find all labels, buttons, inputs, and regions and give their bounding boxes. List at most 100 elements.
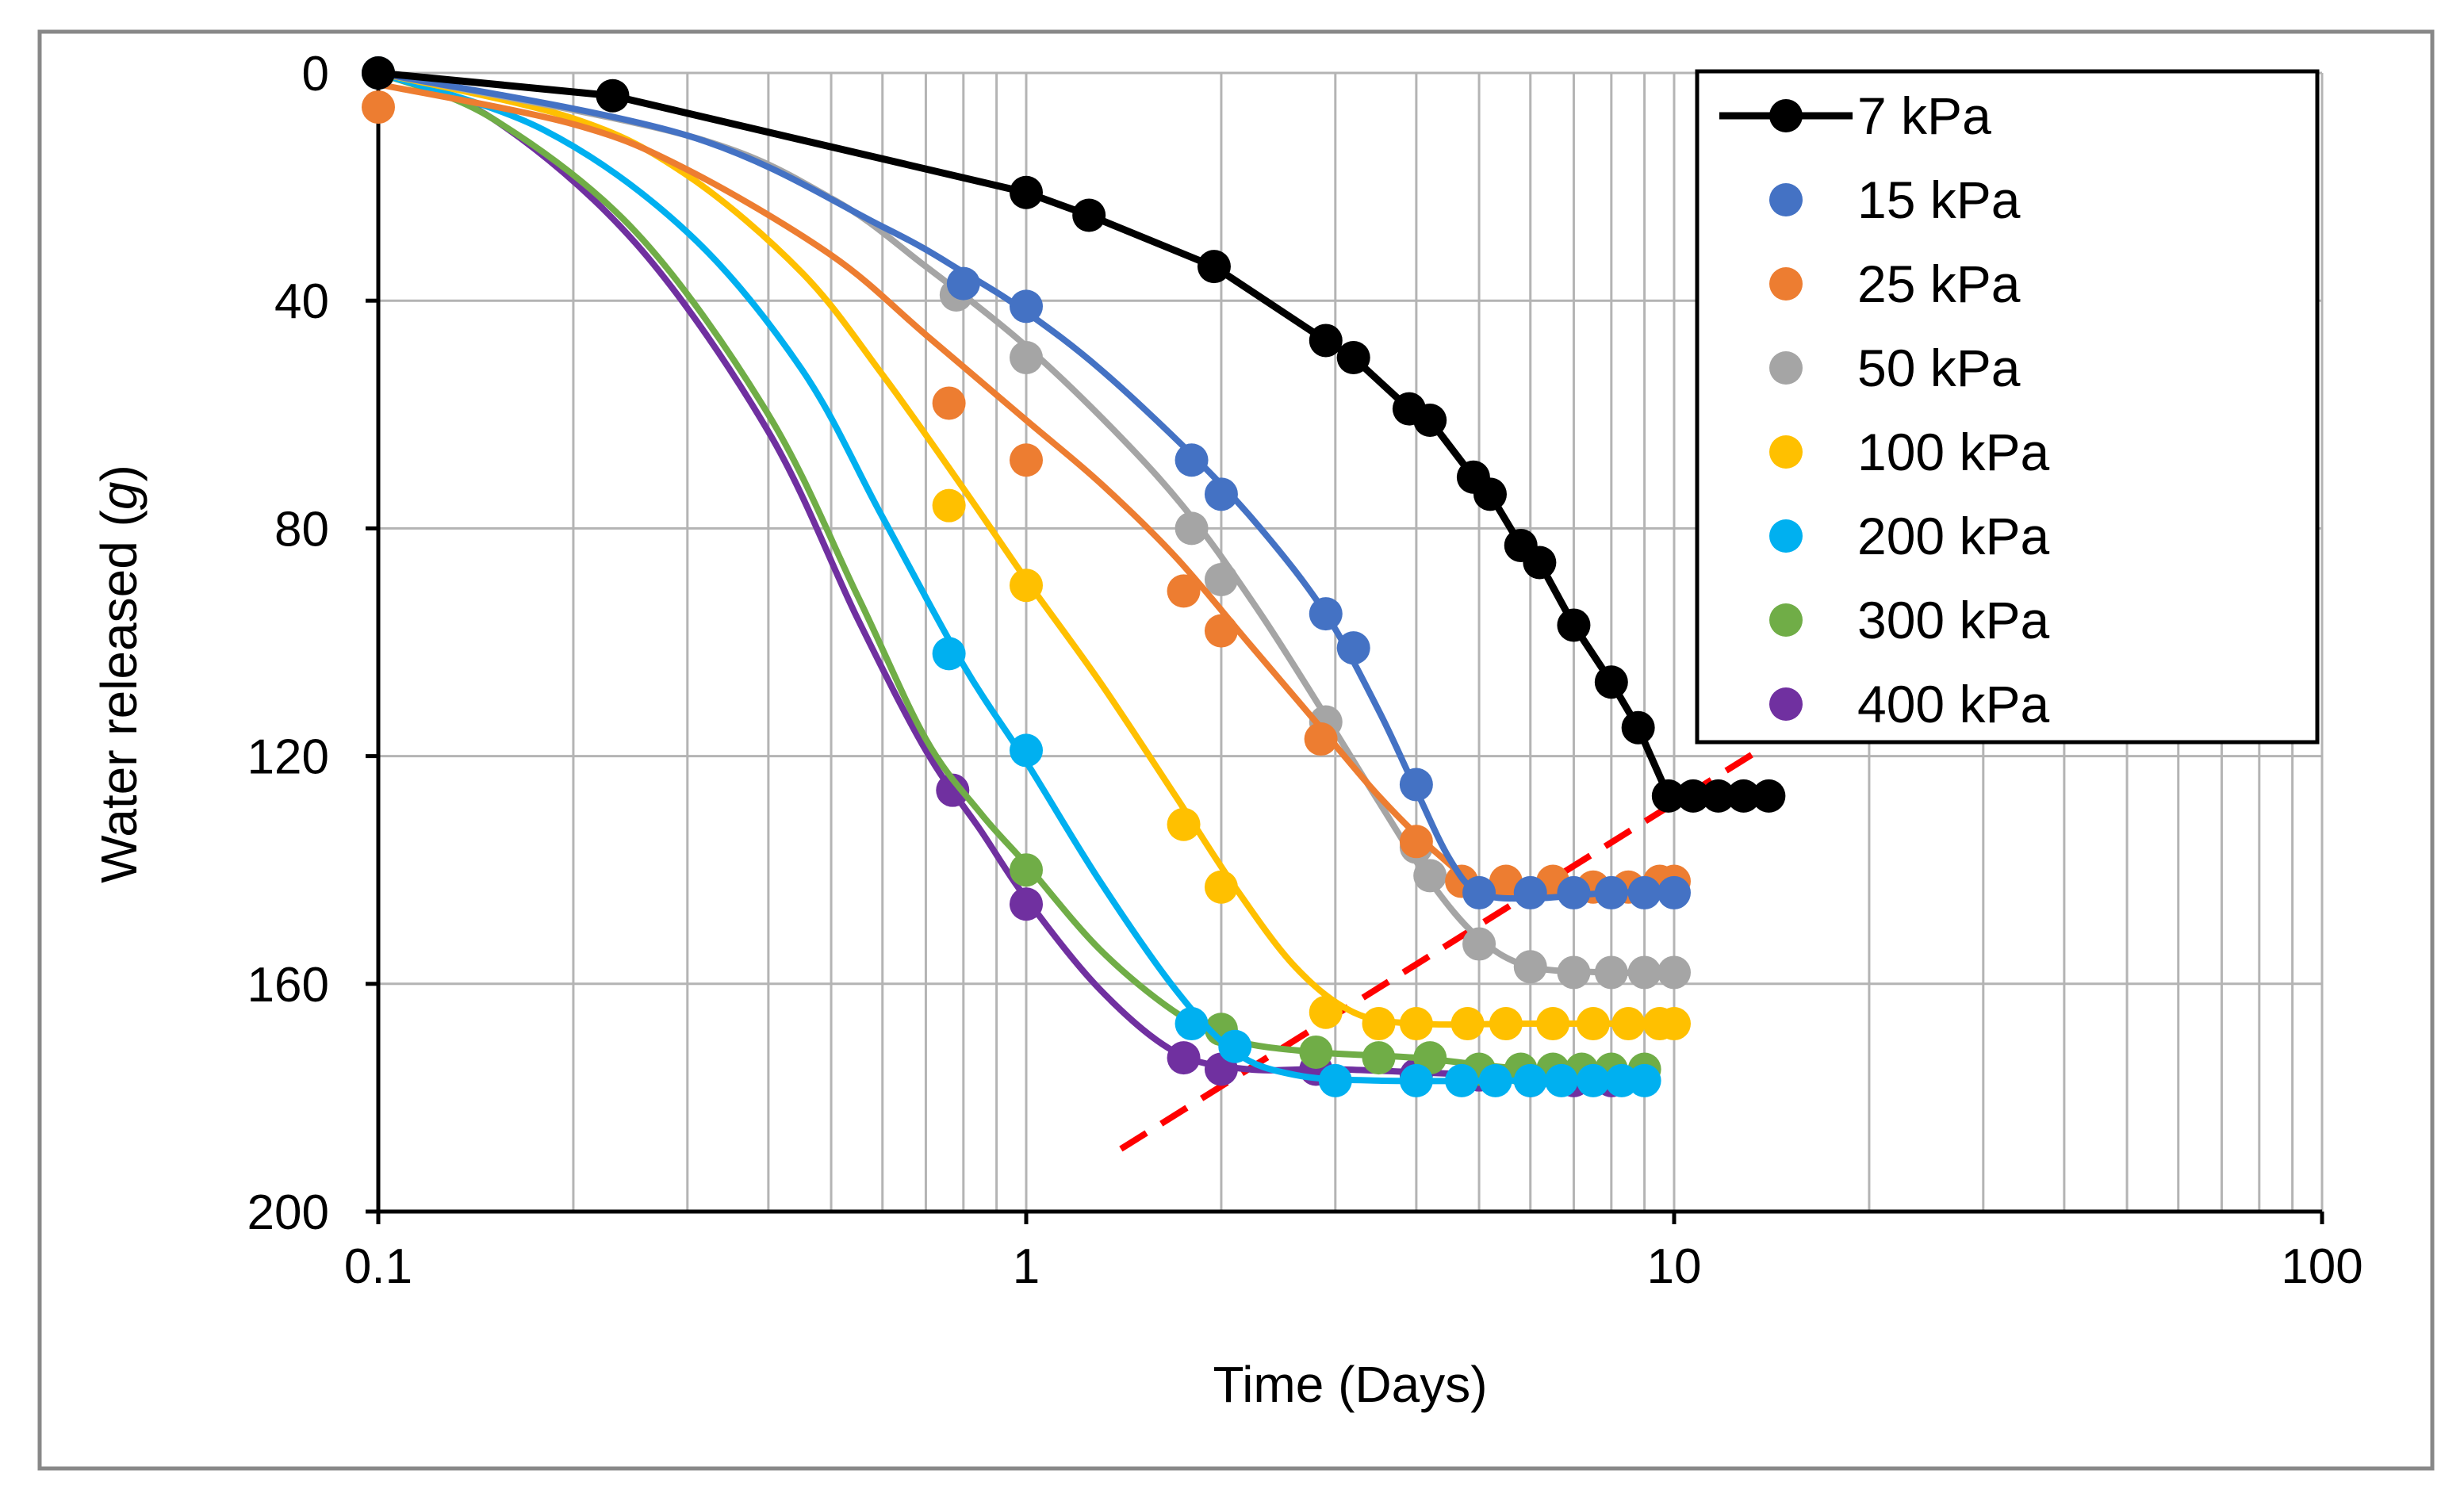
data-point-7-kpa	[1309, 324, 1343, 358]
y-axis-label-unit: g	[90, 481, 148, 510]
legend-label-25-kpa: 25 kPa	[1857, 255, 2021, 313]
data-point-15-kpa	[1010, 289, 1043, 324]
x-axis-label: Time (Days)	[1213, 1356, 1487, 1413]
legend-marker-200-kpa	[1769, 519, 1803, 553]
legend-label-400-kpa: 400 kPa	[1857, 675, 2049, 733]
data-point-7-kpa	[1621, 710, 1655, 745]
series-layer	[362, 56, 1786, 1097]
data-point-100-kpa	[1167, 807, 1201, 841]
data-point-7-kpa	[1072, 198, 1106, 232]
data-point-200-kpa	[1576, 1063, 1610, 1097]
y-tick-label: 160	[247, 958, 329, 1013]
y-axis-label-close: )	[90, 465, 148, 481]
data-point-200-kpa	[1399, 1063, 1433, 1097]
data-point-50-kpa	[1462, 927, 1496, 961]
data-point-25-kpa	[932, 386, 966, 420]
legend-label-300-kpa: 300 kPa	[1857, 591, 2049, 649]
data-point-200-kpa	[1175, 1007, 1209, 1041]
data-point-400-kpa	[1167, 1041, 1201, 1075]
data-point-25-kpa	[1167, 574, 1201, 608]
x-tick-label: 10	[1647, 1239, 1702, 1294]
data-point-25-kpa	[1010, 443, 1043, 477]
data-point-7-kpa	[1523, 546, 1557, 580]
trend-dashed-line	[1119, 748, 1761, 1152]
data-point-50-kpa	[1627, 955, 1661, 990]
legend-label-100-kpa: 100 kPa	[1857, 423, 2049, 481]
data-point-300-kpa	[1299, 1035, 1333, 1069]
data-point-300-kpa	[1010, 853, 1043, 887]
legend-item-15-kpa: 15 kPa	[1769, 170, 2021, 229]
legend-item-200-kpa: 200 kPa	[1769, 507, 2049, 565]
y-tick-label: 0	[302, 47, 329, 101]
data-point-200-kpa	[1318, 1063, 1352, 1097]
axes	[366, 70, 2324, 1224]
data-point-100-kpa	[1309, 995, 1343, 1029]
series-100-kpa	[362, 56, 1691, 1041]
data-point-100-kpa	[1611, 1007, 1646, 1041]
data-point-25-kpa	[1304, 722, 1338, 756]
series-curve-100-kpa	[375, 70, 1677, 1028]
y-axis-label: Water released (g)	[90, 465, 148, 883]
data-point-50-kpa	[1175, 511, 1209, 546]
legend-marker-400-kpa	[1769, 687, 1803, 721]
data-point-15-kpa	[1399, 768, 1433, 802]
data-point-100-kpa	[1576, 1007, 1610, 1041]
data-point-50-kpa	[1513, 950, 1547, 984]
series-7-kpa	[362, 56, 1786, 813]
data-point-200-kpa	[1627, 1063, 1661, 1097]
data-point-7-kpa	[1557, 608, 1591, 642]
data-point-50-kpa	[1204, 563, 1238, 597]
data-point-7-kpa	[596, 78, 630, 113]
data-point-100-kpa	[1010, 569, 1043, 603]
legend-item-7-kpa: 7 kPa	[1719, 86, 1991, 145]
y-tick-label: 200	[247, 1185, 329, 1240]
data-point-200-kpa	[1544, 1063, 1578, 1097]
data-point-200-kpa	[932, 637, 966, 671]
data-point-100-kpa	[1657, 1007, 1691, 1041]
data-point-7-kpa	[1651, 779, 1685, 813]
data-point-200-kpa	[1010, 733, 1043, 768]
data-point-15-kpa	[1175, 443, 1209, 477]
legend-marker-300-kpa	[1769, 603, 1803, 637]
x-tick-label: 0.1	[344, 1239, 412, 1294]
data-point-7-kpa	[1726, 779, 1761, 813]
series-200-kpa	[362, 56, 1661, 1097]
data-point-25-kpa	[1399, 825, 1433, 859]
data-point-200-kpa	[1218, 1029, 1252, 1063]
data-point-100-kpa	[1399, 1007, 1433, 1041]
data-point-7-kpa	[1336, 341, 1370, 374]
data-point-15-kpa	[1462, 875, 1496, 909]
data-point-100-kpa	[1362, 1007, 1396, 1041]
data-point-50-kpa	[1413, 859, 1447, 893]
legend-marker-50-kpa	[1769, 351, 1803, 385]
data-point-15-kpa	[1204, 477, 1238, 511]
legend-label-7-kpa: 7 kPa	[1857, 86, 1991, 145]
legend-marker-25-kpa	[1769, 267, 1803, 301]
data-point-7-kpa	[1010, 175, 1043, 209]
legend: 7 kPa 15 kPa 25 kPa 50 kPa 100 kPa 200 kPa 300…	[1695, 69, 2320, 745]
legend-label-50-kpa: 50 kPa	[1857, 339, 2021, 397]
data-point-50-kpa	[1657, 955, 1691, 990]
legend-item-50-kpa: 50 kPa	[1769, 339, 2021, 397]
legend-box	[1695, 69, 2320, 745]
data-point-50-kpa	[1594, 955, 1628, 990]
data-point-50-kpa	[1557, 955, 1591, 990]
data-point-7-kpa	[1752, 779, 1786, 813]
legend-item-300-kpa: 300 kPa	[1769, 591, 2049, 649]
data-point-15-kpa	[1557, 875, 1591, 909]
y-tick-label: 80	[274, 502, 329, 557]
data-point-25-kpa	[362, 90, 395, 124]
y-tick-label: 120	[247, 730, 329, 785]
data-point-200-kpa	[1513, 1063, 1547, 1097]
data-point-15-kpa	[1513, 875, 1547, 909]
legend-label-200-kpa: 200 kPa	[1857, 507, 2049, 565]
data-point-7-kpa	[1594, 665, 1628, 699]
legend-marker-7-kpa	[1769, 99, 1803, 132]
data-point-50-kpa	[1010, 341, 1043, 374]
y-tick-label: 40	[274, 274, 329, 329]
data-point-200-kpa	[1604, 1063, 1638, 1097]
x-tick-label: 1	[1013, 1239, 1040, 1294]
data-point-7-kpa	[1701, 779, 1735, 813]
data-point-7-kpa	[1473, 477, 1507, 511]
data-point-25-kpa	[1204, 614, 1238, 648]
